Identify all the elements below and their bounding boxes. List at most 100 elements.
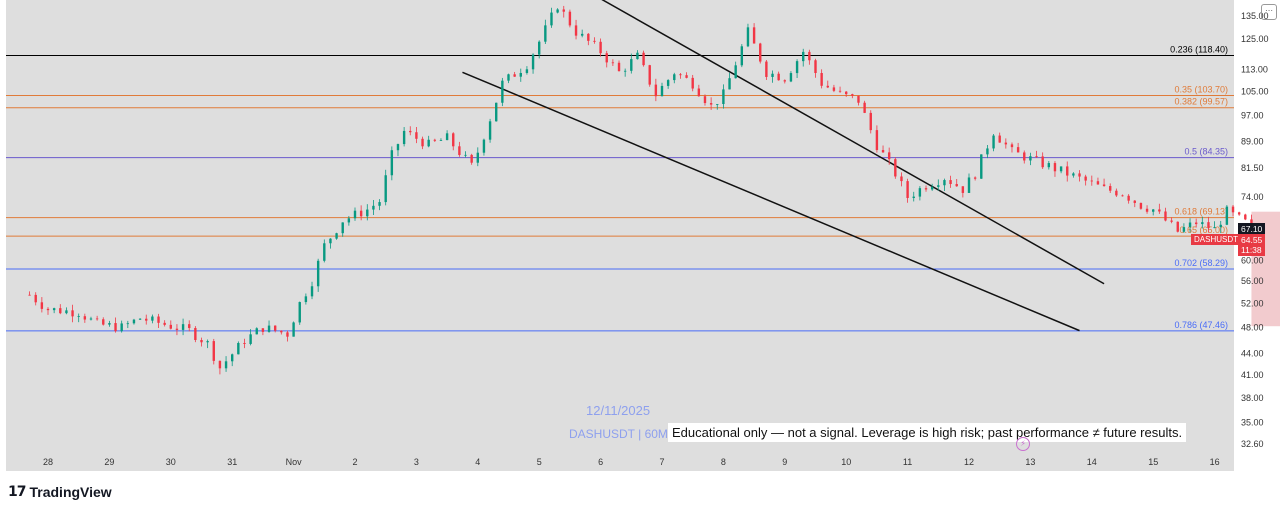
candle-body bbox=[777, 73, 780, 81]
candle-body bbox=[636, 52, 639, 60]
candle-body bbox=[752, 27, 756, 44]
candle-body bbox=[722, 89, 725, 105]
candle-body bbox=[1096, 181, 1100, 185]
candle-body bbox=[611, 62, 615, 64]
candle-body bbox=[366, 209, 369, 217]
candle-body bbox=[961, 186, 965, 193]
candle-body bbox=[452, 133, 455, 147]
candle-body bbox=[808, 51, 811, 61]
candle-body bbox=[372, 205, 375, 210]
candle-body bbox=[52, 308, 56, 311]
candle-body bbox=[120, 323, 123, 332]
candle-body bbox=[967, 177, 971, 193]
candle-body bbox=[390, 150, 394, 176]
candle-body bbox=[402, 130, 406, 145]
candle-body bbox=[998, 135, 1001, 143]
y-tick-label: 41.00 bbox=[1241, 370, 1264, 380]
candle-body bbox=[795, 61, 799, 74]
x-tick-label: 29 bbox=[104, 457, 114, 467]
fib-level-label: 0.65 (65.00) bbox=[1179, 225, 1228, 235]
candle-body bbox=[384, 175, 387, 203]
candle-body bbox=[501, 80, 504, 103]
candle-body bbox=[550, 12, 553, 26]
candle-body bbox=[832, 87, 836, 91]
candle-body bbox=[728, 78, 731, 90]
candle-body bbox=[212, 341, 215, 361]
symbol-price-tag: DASHUSDT bbox=[1191, 234, 1242, 245]
candle-body bbox=[1066, 166, 1069, 176]
candle-body bbox=[433, 139, 437, 141]
candle-body bbox=[415, 132, 418, 139]
candle-body bbox=[943, 180, 946, 186]
candle-body bbox=[525, 69, 529, 73]
candle-body bbox=[1010, 144, 1014, 148]
candle-body bbox=[894, 159, 897, 177]
candle-body bbox=[231, 354, 234, 362]
tradingview-brand[interactable]: 17 TradingView bbox=[8, 484, 112, 500]
candle-body bbox=[28, 294, 31, 296]
candle-body bbox=[126, 323, 130, 325]
x-tick-label: 4 bbox=[475, 457, 480, 467]
candle-body bbox=[286, 332, 289, 337]
candle-body bbox=[304, 296, 308, 303]
candle-body bbox=[102, 319, 105, 325]
candle-body bbox=[648, 65, 651, 85]
candle-body bbox=[587, 33, 590, 41]
candle-body bbox=[666, 80, 670, 86]
y-tick-label: 38.00 bbox=[1241, 393, 1264, 403]
y-tick-label: 81.50 bbox=[1241, 163, 1264, 173]
candle-body bbox=[887, 152, 891, 160]
candle-body bbox=[1219, 224, 1222, 228]
candle-body bbox=[605, 53, 608, 63]
candle-body bbox=[746, 27, 750, 47]
candle-body bbox=[789, 73, 793, 82]
candle-body bbox=[298, 302, 301, 323]
candle-body bbox=[138, 318, 142, 320]
candle-body bbox=[65, 310, 68, 314]
more-icon[interactable]: ⋯ bbox=[1261, 4, 1277, 20]
y-tick-label: 56.00 bbox=[1241, 276, 1264, 286]
candle-body bbox=[937, 185, 940, 187]
candle-body bbox=[1201, 222, 1204, 225]
candle-body bbox=[157, 316, 160, 323]
candle-body bbox=[261, 328, 265, 332]
y-tick-label: 125.00 bbox=[1241, 34, 1269, 44]
candle-body bbox=[1090, 180, 1093, 182]
watermark-date: 12/11/2025 bbox=[586, 403, 651, 418]
candle-body bbox=[1213, 227, 1216, 229]
candle-body bbox=[992, 135, 995, 149]
candle-body bbox=[912, 196, 915, 198]
candle-body bbox=[224, 361, 228, 369]
candle-body bbox=[1115, 190, 1118, 196]
candle-body bbox=[709, 103, 713, 105]
x-tick-label: 7 bbox=[659, 457, 664, 467]
candle-body bbox=[1084, 176, 1087, 181]
fib-level-label: 0.382 (99.57) bbox=[1174, 97, 1228, 107]
x-tick-label: 3 bbox=[414, 457, 419, 467]
candle-body bbox=[132, 319, 136, 324]
candle-body bbox=[568, 11, 572, 26]
candle-body bbox=[1237, 212, 1241, 215]
candle-body bbox=[1188, 222, 1192, 228]
current-price-tag: 64.55 bbox=[1238, 234, 1266, 246]
candle-body bbox=[1176, 221, 1179, 232]
bolt-icon[interactable]: ⚡ bbox=[1016, 437, 1030, 451]
candle-body bbox=[1109, 186, 1112, 191]
candle-body bbox=[1121, 195, 1124, 197]
y-tick-label: 35.00 bbox=[1241, 418, 1264, 428]
candle-body bbox=[593, 40, 596, 42]
candle-body bbox=[863, 102, 866, 113]
y-tick-label: 135.00 bbox=[1241, 11, 1269, 21]
candle-body bbox=[881, 150, 885, 153]
candle-body bbox=[145, 318, 148, 321]
candle-body bbox=[673, 74, 676, 81]
candle-body bbox=[77, 316, 80, 317]
candle-body bbox=[630, 59, 633, 71]
candle-body bbox=[353, 210, 357, 219]
candle-body bbox=[826, 85, 829, 88]
y-tick-label: 44.00 bbox=[1241, 349, 1264, 359]
fib-level-label: 0.786 (47.46) bbox=[1174, 320, 1228, 330]
candle-body bbox=[802, 51, 805, 62]
candle-body bbox=[1194, 222, 1198, 225]
